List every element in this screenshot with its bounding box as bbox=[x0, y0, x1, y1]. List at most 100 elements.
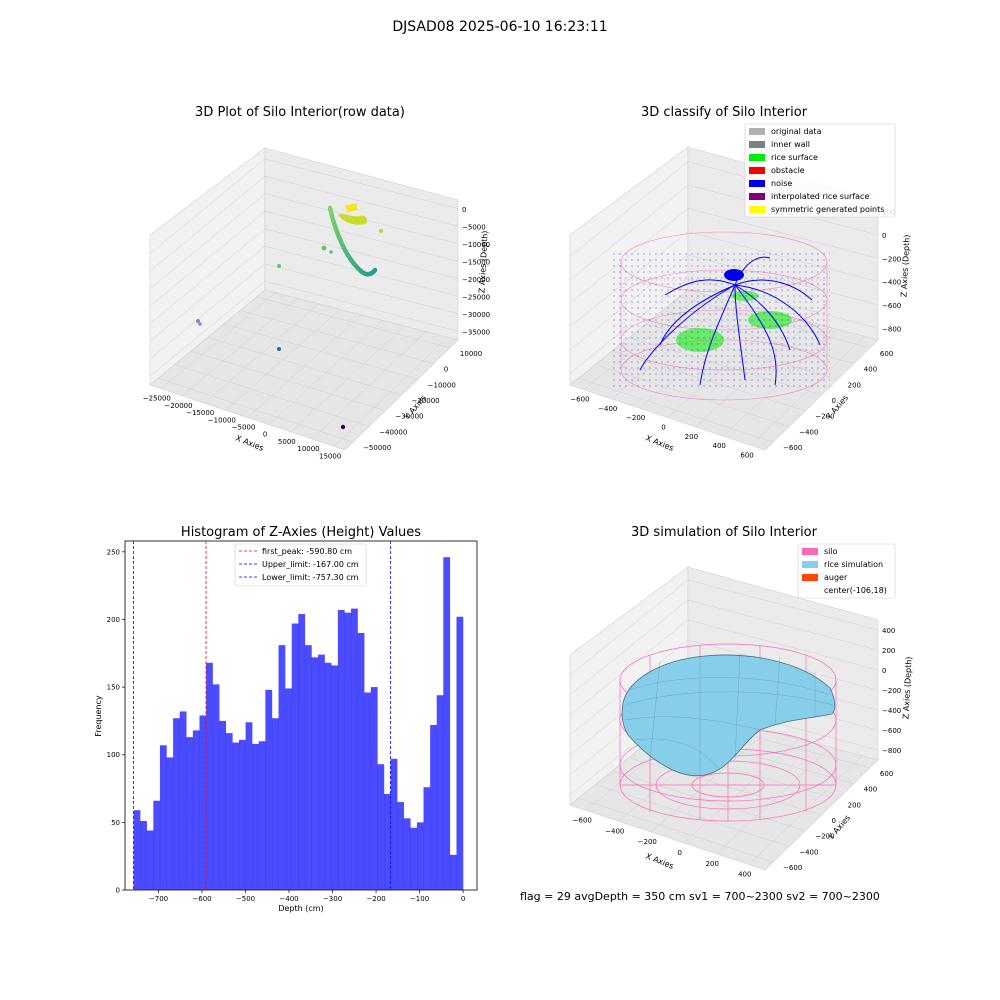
point bbox=[198, 322, 202, 326]
y-tick-label: 600 bbox=[880, 350, 893, 358]
y-ticks: 0 50 100 150 200 250 bbox=[107, 548, 125, 895]
z-tick-label: −25000 bbox=[462, 293, 490, 301]
raw-points bbox=[196, 203, 383, 430]
z-tick-label: 400 bbox=[882, 627, 895, 635]
z-tick-label: −15000 bbox=[462, 258, 490, 266]
y-axis-label: Frequency bbox=[94, 695, 103, 737]
legend-label: rice simulation bbox=[824, 560, 883, 569]
z-grid-line bbox=[149, 210, 459, 307]
x-tick-label: 5000 bbox=[278, 438, 296, 446]
x-tick-label: −200 bbox=[626, 414, 645, 422]
z-grid-line bbox=[569, 639, 879, 736]
x-tick-label: −600 bbox=[573, 816, 592, 824]
z-tick-label: −800 bbox=[882, 325, 901, 333]
histogram-bar bbox=[265, 689, 273, 890]
y-grid-line bbox=[207, 337, 402, 396]
histogram-bar bbox=[258, 741, 266, 890]
histogram-bar bbox=[324, 662, 332, 890]
y-grid-line bbox=[158, 377, 354, 443]
histogram-bar bbox=[271, 718, 279, 890]
histogram-bar bbox=[410, 827, 418, 890]
x-axis-label: X Axies bbox=[644, 852, 675, 871]
legend-label: original data bbox=[771, 127, 822, 136]
y-tick-label: 200 bbox=[848, 801, 861, 809]
histogram-legend: first_peak: -590.80 cm Upper_limit: -167.… bbox=[234, 543, 367, 587]
y-tick-label: −40000 bbox=[379, 428, 407, 436]
y-grid-line bbox=[240, 310, 434, 364]
x-tick-label: 10000 bbox=[297, 445, 319, 453]
histogram-bar bbox=[383, 793, 391, 890]
z-tick-label: −400 bbox=[882, 279, 901, 287]
histogram-bar bbox=[140, 821, 147, 890]
z-grid-line bbox=[569, 208, 879, 304]
y-grid-line bbox=[223, 323, 418, 380]
histogram-bar bbox=[285, 688, 292, 890]
z-grid-line bbox=[149, 245, 459, 342]
y-tick-label: 400 bbox=[864, 366, 877, 374]
z-grid-line bbox=[149, 280, 459, 377]
z-grid-line bbox=[569, 599, 879, 696]
z-tick-label: 0 bbox=[882, 667, 886, 675]
histogram-bar bbox=[416, 822, 424, 890]
x-tick-label: −500 bbox=[236, 895, 255, 903]
rice-simulation-surface bbox=[621, 654, 836, 777]
x-tick-label: −600 bbox=[192, 895, 211, 903]
y-tick-label: −600 bbox=[783, 864, 802, 872]
x-ticks: −700 −600 −500 −400 −300 −200 −100 0 bbox=[149, 890, 465, 903]
x-axis-label: Depth (cm) bbox=[278, 904, 323, 913]
histogram-bar bbox=[206, 662, 213, 890]
histogram-bar bbox=[364, 692, 372, 890]
axis-tick-labels: −600−400−20002004006004002000−200−400−60… bbox=[573, 627, 902, 879]
y-tick-label: −200 bbox=[815, 413, 834, 421]
classify-legend: original data inner wall rice surface obsta… bbox=[744, 123, 896, 218]
z-grid-line bbox=[149, 228, 459, 324]
histogram-bar bbox=[344, 612, 352, 890]
legend-swatch bbox=[802, 548, 818, 555]
histogram-bar bbox=[403, 818, 411, 890]
x-tick-label: 0 bbox=[263, 431, 267, 439]
histogram-bar bbox=[186, 737, 194, 890]
z-tick-label: 200 bbox=[882, 647, 895, 655]
histogram-bar bbox=[430, 724, 437, 890]
y-tick-label: −20000 bbox=[412, 397, 440, 405]
z-tick-label: −35000 bbox=[462, 328, 490, 336]
histogram-bar bbox=[232, 742, 240, 890]
histogram-bar bbox=[436, 695, 444, 890]
legend-swatch bbox=[749, 128, 765, 135]
histogram-bar bbox=[173, 718, 180, 890]
y-grid-line bbox=[612, 770, 806, 831]
panel-simulation-title: 3D simulation of Silo Interior bbox=[631, 525, 818, 540]
noise-scatter bbox=[610, 250, 830, 390]
x-tick-label: 600 bbox=[740, 451, 753, 459]
legend-swatch bbox=[749, 193, 765, 200]
histogram-bar bbox=[337, 609, 345, 890]
z-tick-label: −10000 bbox=[462, 241, 490, 249]
x-tick-label: −5000 bbox=[232, 424, 256, 432]
x-tick-label: 200 bbox=[685, 433, 698, 441]
z-tick-label: −20000 bbox=[462, 276, 490, 284]
x-tick-label: −700 bbox=[149, 895, 168, 903]
histogram-bar bbox=[311, 657, 319, 890]
figure-suptitle: DJSAD08 2025-06-10 16:23:11 bbox=[392, 19, 607, 35]
z-grid-line bbox=[149, 158, 459, 254]
y-tick-label: 0 bbox=[444, 366, 448, 374]
y-tick-label: 200 bbox=[848, 381, 861, 389]
point bbox=[277, 264, 281, 268]
point bbox=[329, 250, 333, 254]
x-tick-label: −300 bbox=[323, 895, 342, 903]
histogram-bar bbox=[146, 830, 154, 890]
histogram-bar bbox=[304, 645, 312, 890]
x-tick-label: 0 bbox=[661, 424, 665, 432]
panel-histogram: Histogram of Z-Axies (Height) Values −70… bbox=[94, 525, 478, 913]
histogram-bar bbox=[225, 733, 233, 890]
y-tick-label: 400 bbox=[864, 786, 877, 794]
histogram-bar bbox=[245, 722, 253, 890]
histogram-bar bbox=[252, 743, 259, 890]
surface-cluster bbox=[338, 214, 368, 225]
y-grid-line bbox=[578, 797, 774, 863]
x-tick-label: −400 bbox=[605, 827, 624, 835]
legend-label: interpolated rice surface bbox=[771, 192, 869, 201]
legend-label: noise bbox=[771, 179, 792, 188]
point bbox=[340, 424, 346, 430]
histogram-bar bbox=[153, 800, 161, 890]
